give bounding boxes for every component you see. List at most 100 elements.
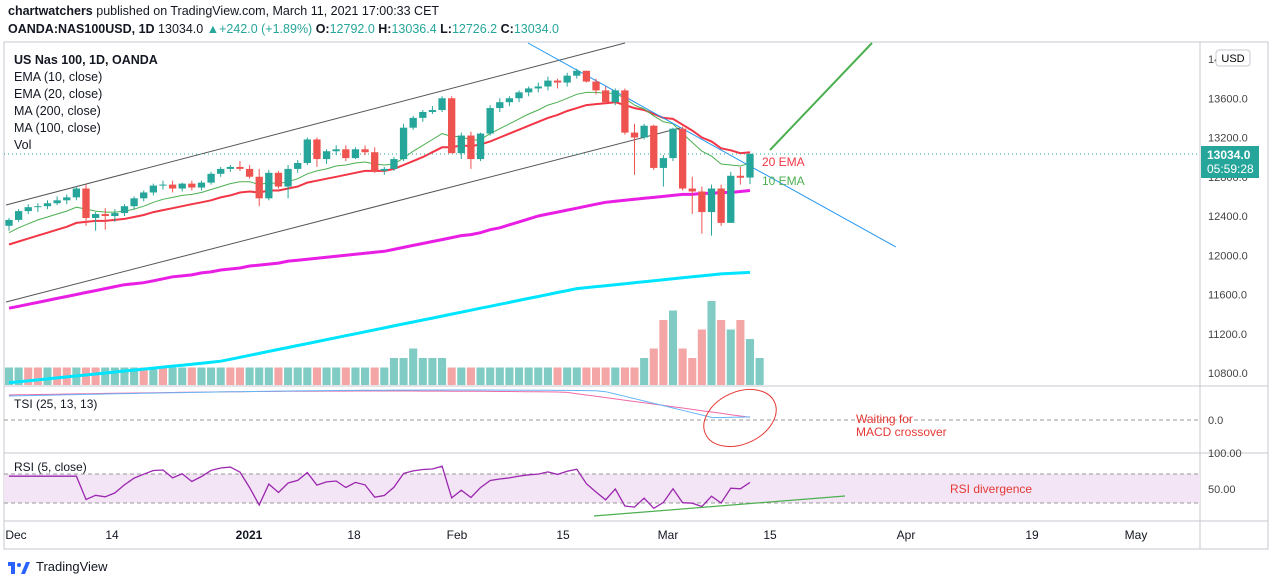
volume-bar xyxy=(659,320,668,385)
volume-bar xyxy=(447,367,456,385)
currency-badge[interactable] xyxy=(1215,49,1251,67)
candle-body xyxy=(149,185,158,193)
candle-body xyxy=(24,207,32,212)
time-tick-label: Dec xyxy=(5,528,26,542)
projected-up-arrow xyxy=(769,42,873,151)
price-tick-label: 11600.0 xyxy=(1208,290,1247,302)
candle-body xyxy=(582,70,591,82)
candle-body xyxy=(130,198,138,207)
candle-body xyxy=(245,168,254,177)
candle-body xyxy=(207,173,215,183)
candle-body xyxy=(553,80,562,83)
volume-bar xyxy=(399,358,408,385)
candle-body xyxy=(284,168,292,187)
candle-body xyxy=(82,188,90,218)
tsi-signal-line xyxy=(8,389,751,419)
time-tick-label: 15 xyxy=(763,528,777,542)
tsi-line xyxy=(8,390,751,418)
volume-bar xyxy=(466,367,475,385)
volume-bar xyxy=(678,348,687,385)
candle-body xyxy=(746,153,754,178)
legend-volume[interactable]: Vol xyxy=(14,138,32,152)
price-axis[interactable]: 14000.013600.013200.012800.012400.012000… xyxy=(1208,54,1248,380)
volume-bar xyxy=(745,339,755,385)
volume-bar xyxy=(630,367,639,385)
candle-body xyxy=(159,184,167,186)
footer-brand: TradingView xyxy=(36,559,108,574)
candle-body xyxy=(717,188,725,223)
rsi-label[interactable]: RSI (5, close) xyxy=(14,460,87,474)
candle-body xyxy=(467,135,475,160)
volume-bar xyxy=(543,367,552,385)
time-tick-label: 15 xyxy=(556,528,570,542)
candle-body xyxy=(409,117,417,128)
volume-bar xyxy=(707,301,716,385)
volume-bar xyxy=(293,367,302,385)
volume-bar xyxy=(255,367,264,385)
candle-body xyxy=(505,98,514,103)
candle-body xyxy=(457,135,465,154)
bar-countdown: 05:59:28 xyxy=(1207,162,1254,176)
time-axis[interactable]: Dec 14 2021 18 Feb 15 Mar 15 Apr 19 May xyxy=(5,528,1147,542)
volume-bar xyxy=(409,348,418,385)
volume-bar xyxy=(120,367,129,385)
candle-body xyxy=(351,149,360,159)
time-tick-label: 18 xyxy=(347,528,361,542)
candle-body xyxy=(399,127,408,160)
legend-ma200[interactable]: MA (200, close) xyxy=(14,104,101,118)
ema20-annotation: 20 EMA xyxy=(762,155,805,169)
legend-ema10[interactable]: EMA (10, close) xyxy=(14,70,103,84)
high-label: H: xyxy=(378,22,392,36)
candle-body xyxy=(43,203,52,207)
volume-bar xyxy=(717,320,726,385)
volume-bar xyxy=(187,367,196,385)
volume-bar xyxy=(428,358,437,385)
candle-body xyxy=(188,183,196,188)
candle-body xyxy=(265,172,273,199)
current-price-tag xyxy=(1201,146,1259,178)
volume-bar xyxy=(649,348,658,385)
candle-body xyxy=(592,81,600,91)
low-value: 12726.2 xyxy=(451,22,498,36)
tsi-label[interactable]: TSI (25, 13, 13) xyxy=(14,397,98,411)
candle-body xyxy=(140,192,148,199)
crossover-circle xyxy=(703,388,777,448)
volume-bar xyxy=(322,367,331,385)
low-label: L: xyxy=(440,22,452,36)
volume-bar xyxy=(139,367,148,385)
rsi-band xyxy=(4,474,1200,503)
candle-body xyxy=(72,188,81,198)
price-tick-label: 13200.0 xyxy=(1208,133,1248,145)
volume-bar xyxy=(130,367,139,385)
volume-bar xyxy=(149,367,158,385)
candle-body xyxy=(361,149,369,153)
volume-bar xyxy=(572,367,581,385)
candle-body xyxy=(390,159,398,169)
volume-bar xyxy=(168,367,177,385)
candle-body xyxy=(727,175,735,223)
volume-bars xyxy=(4,301,764,385)
volume-bar xyxy=(158,367,168,385)
volume-bar xyxy=(197,367,206,385)
currency-label: USD xyxy=(1221,53,1244,65)
legend-ema20[interactable]: EMA (20, close) xyxy=(14,87,103,101)
chart-frame xyxy=(3,41,1269,550)
time-tick-label: Feb xyxy=(447,528,468,542)
volume-bar xyxy=(505,367,514,385)
volume-bar xyxy=(438,358,447,385)
candle-body xyxy=(486,108,494,134)
candle-body xyxy=(294,163,302,169)
legend-ma100[interactable]: MA (100, close) xyxy=(14,121,101,135)
candle-body xyxy=(53,200,61,204)
volume-bar xyxy=(274,367,283,385)
candle-body xyxy=(168,184,177,189)
candle-body xyxy=(236,166,244,169)
publish-info: chartwatchers published on TradingView.c… xyxy=(8,4,439,18)
high-value: 13036.4 xyxy=(391,22,437,36)
volume-bar xyxy=(264,367,273,385)
last-price: 13034.0 xyxy=(158,22,204,36)
volume-bar xyxy=(476,367,485,385)
candle-body xyxy=(707,188,716,213)
candle-body xyxy=(650,125,658,168)
